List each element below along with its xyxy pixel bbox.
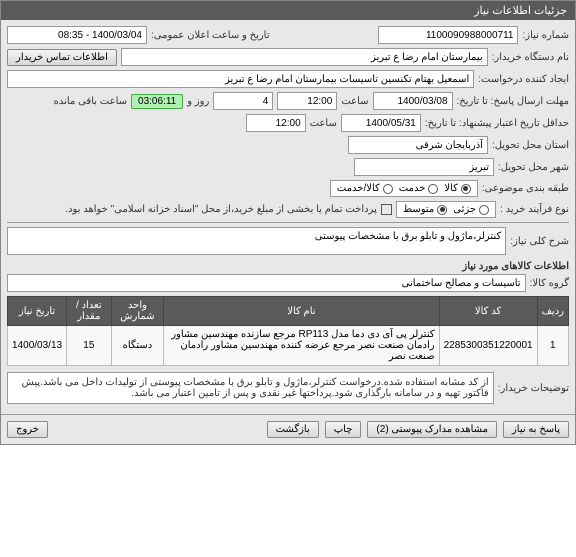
hour-label-1: ساعت bbox=[341, 96, 368, 107]
radio-medium[interactable]: متوسط bbox=[403, 204, 447, 215]
desc-label: شرح کلی نیاز: bbox=[510, 236, 569, 247]
cell-unit: دستگاه bbox=[111, 326, 164, 366]
buyer-note: از کد مشابه استفاده شده.درخواست کنترلر،م… bbox=[7, 372, 494, 404]
panel-body: شماره نیاز: 1100090988000711 تاریخ و ساع… bbox=[1, 20, 575, 414]
city-field: تبریز bbox=[354, 158, 494, 176]
th-code: کد کالا bbox=[439, 297, 537, 326]
th-qty: تعداد / مقدار bbox=[67, 297, 112, 326]
th-unit: واحد شمارش bbox=[111, 297, 164, 326]
cell-name: کنترلر پی آی دی دما مدل RP113 مرجع سازند… bbox=[164, 326, 439, 366]
cell-n: 1 bbox=[537, 326, 568, 366]
days-label: روز و bbox=[187, 96, 209, 107]
radio-goods-service[interactable]: کالا/خدمت bbox=[337, 183, 393, 194]
province-label: استان محل تحویل: bbox=[492, 140, 569, 151]
category-label: طبقه بندی موضوعی: bbox=[482, 183, 569, 194]
table-header-row: ردیف کد کالا نام کالا واحد شمارش تعداد /… bbox=[8, 297, 569, 326]
partial-pay-label: پرداخت تمام یا بخشی از مبلغ خرید،از محل … bbox=[65, 204, 377, 215]
radio-dot-icon bbox=[461, 184, 471, 194]
remain-time: 03:06:11 bbox=[131, 94, 183, 109]
th-row: ردیف bbox=[537, 297, 568, 326]
contact-button[interactable]: اطلاعات تماس خریدار bbox=[7, 49, 117, 66]
process-label: نوع فرآیند خرید : bbox=[500, 204, 569, 215]
radio-dot-icon bbox=[383, 184, 393, 194]
partial-pay-checkbox[interactable] bbox=[381, 204, 392, 215]
group-label: گروه کالا: bbox=[530, 278, 569, 289]
th-name: نام کالا bbox=[164, 297, 439, 326]
buyer-note-label: توضیحات خریدار: bbox=[498, 383, 569, 394]
remain-label: ساعت باقی مانده bbox=[54, 96, 127, 107]
need-no-label: شماره نیاز: bbox=[522, 30, 569, 41]
items-title: اطلاعات کالاهای مورد نیاز bbox=[7, 259, 569, 274]
print-button[interactable]: چاپ bbox=[325, 421, 362, 438]
radio-dot-icon bbox=[437, 205, 447, 215]
cell-code: 2285300351220001 bbox=[439, 326, 537, 366]
divider bbox=[7, 222, 569, 223]
cell-date: 1400/03/13 bbox=[8, 326, 67, 366]
footer-toolbar: پاسخ به نیاز مشاهده مدارک پیوستی (2) چاپ… bbox=[1, 414, 575, 444]
validity-date: 1400/05/31 bbox=[341, 114, 421, 132]
deadline-label: مهلت ارسال پاسخ: تا تاریخ: bbox=[457, 96, 569, 107]
radio-dot-icon bbox=[479, 205, 489, 215]
th-date: تاریخ نیاز bbox=[8, 297, 67, 326]
process-radios: جزئی متوسط bbox=[396, 201, 496, 218]
validity-label: حداقل تاریخ اعتبار پیشنهاد: تا تاریخ: bbox=[425, 118, 569, 129]
cell-qty: 15 bbox=[67, 326, 112, 366]
info-panel: جزئیات اطلاعات نیاز شماره نیاز: 11000909… bbox=[0, 0, 576, 445]
radio-goods[interactable]: کالا bbox=[444, 183, 471, 194]
reply-button[interactable]: پاسخ به نیاز bbox=[503, 421, 569, 438]
back-button[interactable]: بازگشت bbox=[267, 421, 319, 438]
desc-field: کنترلر،ماژول و تابلو برق با مشخصات پیوست… bbox=[7, 227, 506, 255]
group-field: تاسیسات و مصالح ساختمانی bbox=[7, 274, 526, 292]
category-radios: کالا خدمت کالا/خدمت bbox=[330, 180, 478, 197]
creator-field: اسمعیل بهتام تکنسین تاسیسات بیمارستان ام… bbox=[7, 70, 474, 88]
radio-service[interactable]: خدمت bbox=[399, 183, 439, 194]
validity-hour: 12:00 bbox=[246, 114, 306, 132]
buyer-label: نام دستگاه خریدار: bbox=[492, 52, 569, 63]
radio-dot-icon bbox=[428, 184, 438, 194]
exit-button[interactable]: خروج bbox=[7, 421, 48, 438]
announce-label: تاریخ و ساعت اعلان عمومی: bbox=[151, 30, 270, 41]
deadline-date: 1400/03/08 bbox=[373, 92, 453, 110]
deadline-hour: 12:00 bbox=[277, 92, 337, 110]
creator-label: ایجاد کننده درخواست: bbox=[478, 74, 569, 85]
days-field: 4 bbox=[213, 92, 273, 110]
attachments-button[interactable]: مشاهده مدارک پیوستی (2) bbox=[367, 421, 497, 438]
province-field: آذربایجان شرقی bbox=[348, 136, 488, 154]
table-row: 1 2285300351220001 کنترلر پی آی دی دما م… bbox=[8, 326, 569, 366]
need-no-field: 1100090988000711 bbox=[378, 26, 518, 44]
city-label: شهر محل تحویل: bbox=[498, 162, 569, 173]
announce-field: 1400/03/04 - 08:35 bbox=[7, 26, 147, 44]
radio-small[interactable]: جزئی bbox=[453, 204, 489, 215]
items-table: ردیف کد کالا نام کالا واحد شمارش تعداد /… bbox=[7, 296, 569, 366]
panel-title: جزئیات اطلاعات نیاز bbox=[1, 1, 575, 20]
hour-label-2: ساعت bbox=[310, 118, 337, 129]
buyer-field: بیمارستان امام رضا ع تبریز bbox=[121, 48, 488, 66]
